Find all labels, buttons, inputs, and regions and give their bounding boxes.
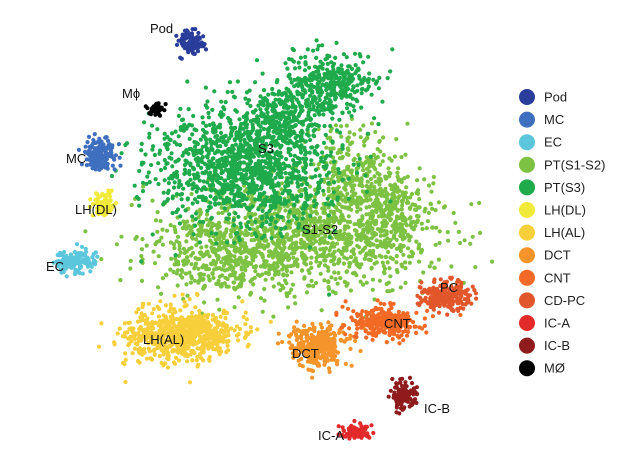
legend-label: DCT <box>544 248 571 263</box>
legend-swatch <box>519 134 535 151</box>
cluster-ic-a-points <box>336 418 376 441</box>
cluster-label-pc: PC <box>440 280 458 295</box>
cluster-label-ec: EC <box>46 259 64 274</box>
legend-label: PT(S3) <box>544 180 585 195</box>
legend-item: MC <box>519 111 564 128</box>
legend-label: MC <box>544 112 564 127</box>
cluster-label-m-: Mϕ <box>122 86 140 101</box>
legend-item: CNT <box>519 269 571 286</box>
cluster-m--points <box>143 101 168 118</box>
scatter-points <box>51 27 495 441</box>
cluster-pod-points <box>174 27 209 61</box>
legend-item: Pod <box>519 89 567 105</box>
legend-swatch <box>519 360 535 377</box>
legend: Pod MC EC PT(S1-S2) PT(S3) LH(DL) LH(AL) DCT CNT… <box>519 89 605 377</box>
legend-swatch <box>519 202 535 218</box>
cluster-label-ic-b: IC-B <box>424 401 450 416</box>
cluster-label-s1-s2: S1-S2 <box>302 222 338 237</box>
cluster-lh-dl--points <box>87 188 119 218</box>
legend-label: CD-PC <box>544 293 585 308</box>
legend-item: PT(S3) <box>519 179 585 196</box>
legend-label: LH(AL) <box>544 225 585 240</box>
legend-item: IC-B <box>519 337 570 354</box>
legend-item: CD-PC <box>519 292 585 309</box>
legend-item: IC-A <box>519 315 570 331</box>
legend-item: LH(AL) <box>519 224 585 241</box>
legend-swatch <box>519 89 535 105</box>
legend-swatch <box>519 247 535 264</box>
cluster-label-cnt: CNT <box>384 316 411 331</box>
legend-label: IC-B <box>544 338 570 353</box>
cluster-label-lh-dl-: LH(DL) <box>75 202 117 217</box>
legend-label: CNT <box>544 270 571 285</box>
cluster-ic-b-points <box>386 375 420 416</box>
legend-swatch <box>519 111 535 128</box>
legend-swatch <box>519 156 535 173</box>
cluster-label-ic-a: IC-A <box>318 428 344 443</box>
legend-label: LH(DL) <box>544 203 586 218</box>
legend-item: LH(DL) <box>519 202 586 218</box>
cluster-label-pod: Pod <box>150 21 173 36</box>
legend-swatch <box>519 224 535 241</box>
legend-swatch <box>519 292 535 309</box>
cluster-label-s3: S3 <box>258 141 274 156</box>
legend-item: EC <box>519 134 562 151</box>
legend-item: MØ <box>519 360 565 377</box>
cluster-cnt-points <box>334 296 463 346</box>
legend-item: DCT <box>519 247 571 264</box>
legend-label: Pod <box>544 90 567 105</box>
cluster-lh-al--points <box>97 291 273 385</box>
legend-swatch <box>519 179 535 196</box>
cluster-cd-pc-points <box>415 275 479 317</box>
cluster-label-lh-al-: LH(AL) <box>143 332 184 347</box>
legend-swatch <box>519 337 535 354</box>
legend-label: IC-A <box>544 316 570 331</box>
cluster-labels: Pod Mϕ MC S3 LH(DL) S1-S2 EC PC CNT LH(AL) DCT IC-B… <box>46 21 458 443</box>
cluster-dct-points <box>275 319 366 380</box>
cluster-mc-points <box>76 132 123 172</box>
legend-label: EC <box>544 135 562 150</box>
cluster-label-mc: MC <box>66 151 86 166</box>
legend-item: PT(S1-S2) <box>519 156 605 173</box>
cluster-ec-points <box>51 242 100 279</box>
legend-swatch <box>519 269 535 286</box>
cluster-pt-s3--points <box>109 38 395 297</box>
legend-label: PT(S1-S2) <box>544 157 605 172</box>
legend-swatch <box>519 315 535 331</box>
legend-label: MØ <box>544 361 565 376</box>
cluster-label-dct: DCT <box>292 346 319 361</box>
